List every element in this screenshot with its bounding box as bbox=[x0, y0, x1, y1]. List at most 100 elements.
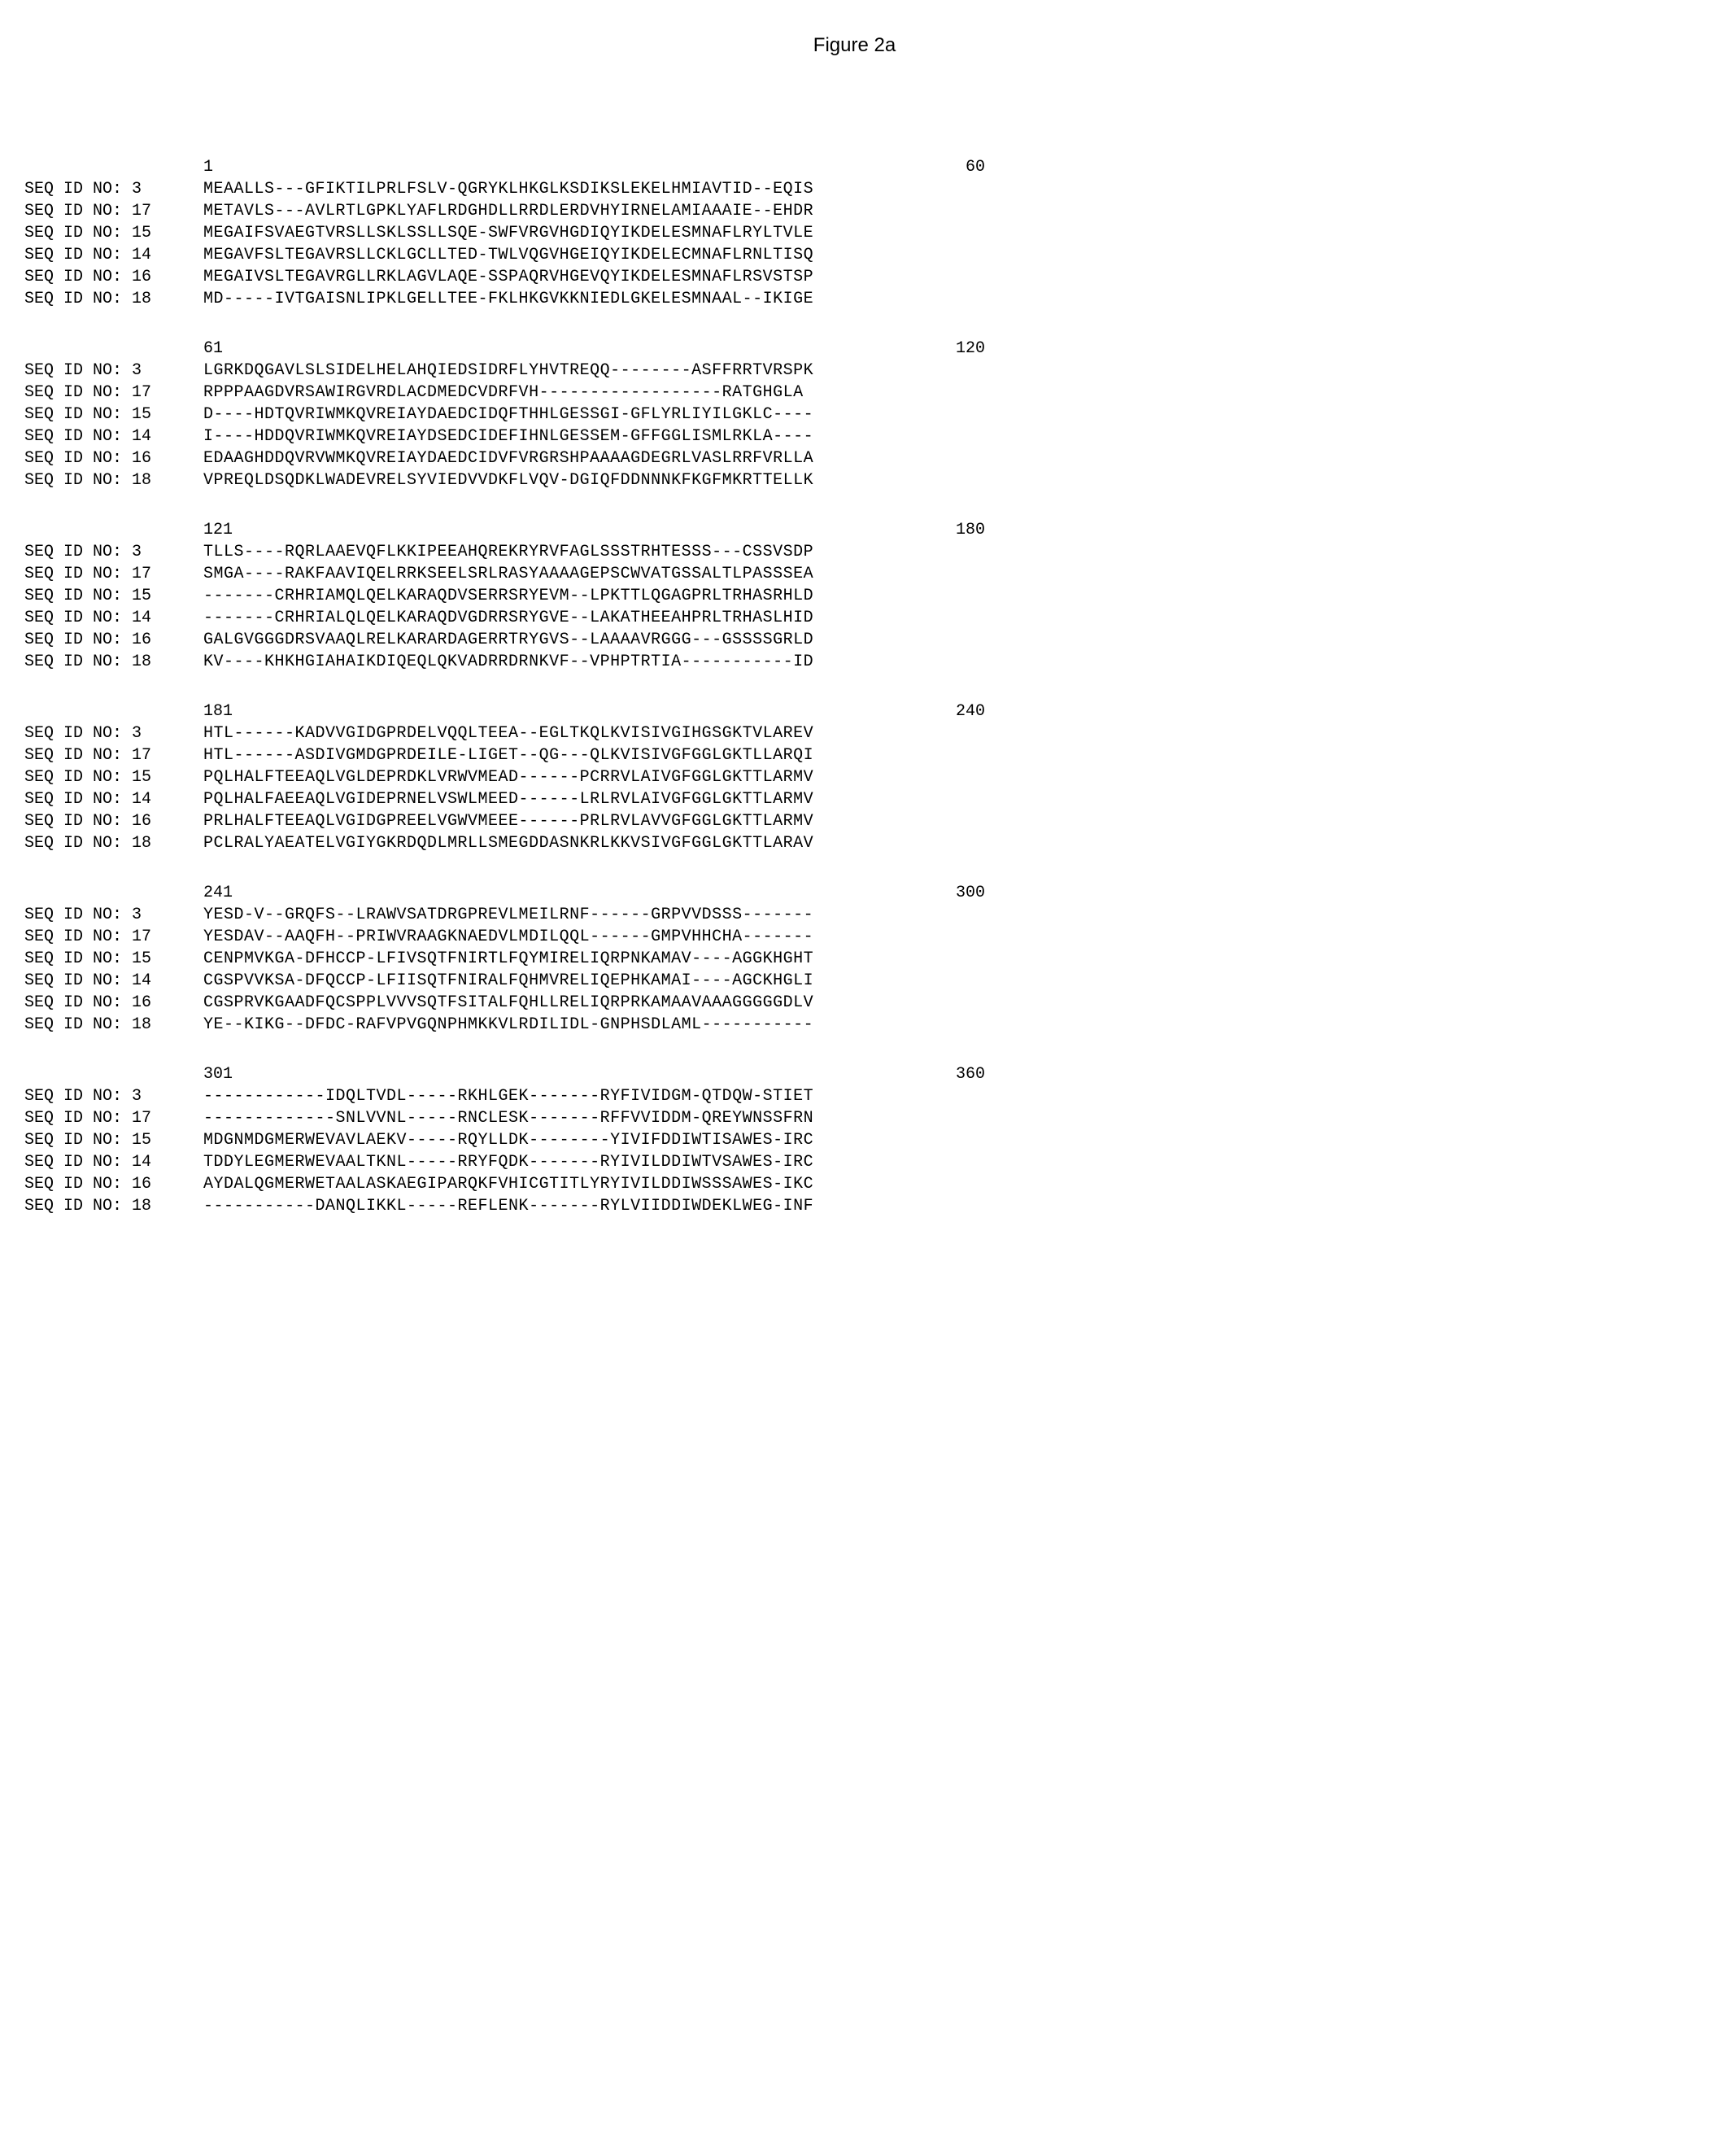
seq-label: SEQ ID NO: 14 bbox=[24, 244, 203, 266]
seq-text: TDDYLEGMERWEVAALTKNL-----RRYFQDK-------R… bbox=[203, 1151, 813, 1173]
pos-start: 61 bbox=[203, 338, 223, 360]
position-header: 181240 bbox=[24, 700, 1685, 722]
seq-row: SEQ ID NO: 15MDGNMDGMERWEVAVLAEKV-----RQ… bbox=[24, 1129, 1685, 1151]
position-header: 241 300 bbox=[24, 882, 1685, 904]
seq-row: SEQ ID NO: 14-------CRHRIALQLQELKARAQDVG… bbox=[24, 607, 1685, 629]
seq-label: SEQ ID NO: 3 bbox=[24, 178, 203, 200]
seq-row: SEQ ID NO: 16GALGVGGGDRSVAAQLRELKARARDAG… bbox=[24, 629, 1685, 651]
seq-text: METAVLS---AVLRTLGPKLYAFLRDGHDLLRRDLERDVH… bbox=[203, 200, 813, 222]
seq-label: SEQ ID NO: 14 bbox=[24, 1151, 203, 1173]
pos-end: 300 bbox=[956, 882, 1685, 904]
alignment-block: 121180SEQ ID NO: 3 TLLS----RQRLAAEVQFLKK… bbox=[24, 519, 1685, 673]
seq-label: SEQ ID NO: 15 bbox=[24, 404, 203, 426]
alignment-block: 181240SEQ ID NO: 3 HTL------KADVVGIDGPRD… bbox=[24, 700, 1685, 854]
seq-row: SEQ ID NO: 14CGSPVVKSA-DFQCCP-LFIISQTFNI… bbox=[24, 970, 1685, 992]
seq-row: SEQ ID NO: 17RPPPAAGDVRSAWIRGVRDLACDMEDC… bbox=[24, 382, 1685, 404]
seq-text: -------------SNLVVNL-----RNCLESK-------R… bbox=[203, 1107, 813, 1129]
seq-label: SEQ ID NO: 18 bbox=[24, 832, 203, 854]
seq-label: SEQ ID NO: 16 bbox=[24, 810, 203, 832]
pos-end: 240 bbox=[956, 700, 1685, 722]
seq-text: MEGAVFSLTEGAVRSLLCKLGCLLTED-TWLVQGVHGEIQ… bbox=[203, 244, 813, 266]
seq-text: CGSPRVKGAADFQCSPPLVVVSQTFSITALFQHLLRELIQ… bbox=[203, 992, 813, 1014]
seq-label: SEQ ID NO: 17 bbox=[24, 1107, 203, 1129]
seq-text: PQLHALFAEEAQLVGIDEPRNELVSWLMEED------LRL… bbox=[203, 788, 813, 810]
seq-label: SEQ ID NO: 14 bbox=[24, 970, 203, 992]
seq-text: RPPPAAGDVRSAWIRGVRDLACDMEDCVDRFVH-------… bbox=[203, 382, 804, 404]
seq-text: HTL------ASDIVGMDGPRDEILE-LIGET--QG---QL… bbox=[203, 744, 813, 766]
alignment-block: 301360SEQ ID NO: 3 ------------IDQLTVDL-… bbox=[24, 1063, 1685, 1217]
seq-text: -------CRHRIALQLQELKARAQDVGDRRSRYGVE--LA… bbox=[203, 607, 813, 629]
seq-text: MEAALLS---GFIKTILPRLFSLV-QGRYKLHKGLKSDIK… bbox=[203, 178, 813, 200]
position-header: 61 120 bbox=[24, 338, 1685, 360]
seq-label: SEQ ID NO: 16 bbox=[24, 992, 203, 1014]
seq-label: SEQ ID NO: 18 bbox=[24, 651, 203, 673]
seq-text: YESD-V--GRQFS--LRAWVSATDRGPREVLMEILRNF--… bbox=[203, 904, 813, 926]
alignment-block: 1 60 SEQ ID NO: 3 MEAALLS---GFIKTILPRLFSLV… bbox=[24, 156, 1685, 310]
seq-row: SEQ ID NO: 18YE--KIKG--DFDC-RAFVPVGQNPHM… bbox=[24, 1014, 1685, 1036]
seq-label: SEQ ID NO: 17 bbox=[24, 563, 203, 585]
seq-text: -----------DANQLIKKL-----REFLENK-------R… bbox=[203, 1195, 813, 1217]
pos-start: 1 bbox=[203, 156, 213, 178]
seq-text: YESDAV--AAQFH--PRIWVRAAGKNAEDVLMDILQQL--… bbox=[203, 926, 813, 948]
seq-label: SEQ ID NO: 16 bbox=[24, 447, 203, 469]
seq-label: SEQ ID NO: 14 bbox=[24, 607, 203, 629]
seq-row: SEQ ID NO: 15CENPMVKGA-DFHCCP-LFIVSQTFNI… bbox=[24, 948, 1685, 970]
alignment-block: 241300SEQ ID NO: 3 YESD-V--GRQFS--LRAWVS… bbox=[24, 882, 1685, 1036]
seq-label: SEQ ID NO: 3 bbox=[24, 541, 203, 563]
seq-label: SEQ ID NO: 16 bbox=[24, 629, 203, 651]
seq-row: SEQ ID NO: 14PQLHALFAEEAQLVGIDEPRNELVSWL… bbox=[24, 788, 1685, 810]
seq-row: SEQ ID NO: 18-----------DANQLIKKL-----RE… bbox=[24, 1195, 1685, 1217]
position-header: 121180 bbox=[24, 519, 1685, 541]
seq-row: SEQ ID NO: 14TDDYLEGMERWEVAALTKNL-----RR… bbox=[24, 1151, 1685, 1173]
seq-label: SEQ ID NO: 3 bbox=[24, 1085, 203, 1107]
seq-row: SEQ ID NO: 17HTL------ASDIVGMDGPRDEILE-L… bbox=[24, 744, 1685, 766]
seq-label: SEQ ID NO: 16 bbox=[24, 266, 203, 288]
seq-text: KV----KHKHGIAHAIKDIQEQLQKVADRRDRNKVF--VP… bbox=[203, 651, 813, 673]
seq-row: SEQ ID NO: 15-------CRHRIAMQLQELKARAQDVS… bbox=[24, 585, 1685, 607]
seq-text: GALGVGGGDRSVAAQLRELKARARDAGERRTRYGVS--LA… bbox=[203, 629, 813, 651]
alignment-block: 61 120 SEQ ID NO: 3 LGRKDQGAVLSLSIDELHELAH… bbox=[24, 338, 1685, 491]
seq-text: HTL------KADVVGIDGPRDELVQQLTEEA--EGLTKQL… bbox=[203, 722, 813, 744]
seq-row: SEQ ID NO: 16CGSPRVKGAADFQCSPPLVVVSQTFSI… bbox=[24, 992, 1685, 1014]
seq-label: SEQ ID NO: 15 bbox=[24, 585, 203, 607]
seq-text: TLLS----RQRLAAEVQFLKKIPEEAHQREKRYRVFAGLS… bbox=[203, 541, 813, 563]
seq-label: SEQ ID NO: 17 bbox=[24, 926, 203, 948]
seq-label: SEQ ID NO: 14 bbox=[24, 788, 203, 810]
seq-row: SEQ ID NO: 16EDAAGHDDQVRVWMKQVREIAYDAEDC… bbox=[24, 447, 1685, 469]
seq-label: SEQ ID NO: 14 bbox=[24, 426, 203, 447]
seq-row: SEQ ID NO: 3 YESD-V--GRQFS--LRAWVSATDRGP… bbox=[24, 904, 1685, 926]
seq-label: SEQ ID NO: 18 bbox=[24, 288, 203, 310]
seq-text: VPREQLDSQDKLWADEVRELSYVIEDVVDKFLVQV-DGIQ… bbox=[203, 469, 813, 491]
pos-start: 301 bbox=[203, 1063, 233, 1085]
seq-text: ------------IDQLTVDL-----RKHLGEK-------R… bbox=[203, 1085, 813, 1107]
seq-text: SMGA----RAKFAAVIQELRRKSEELSRLRASYAAAAGEP… bbox=[203, 563, 813, 585]
seq-label: SEQ ID NO: 3 bbox=[24, 360, 203, 382]
seq-text: MEGAIFSVAEGTVRSLLSKLSSLLSQE-SWFVRGVHGDIQ… bbox=[203, 222, 813, 244]
seq-text: MD-----IVTGAISNLIPKLGELLTEE-FKLHKGVKKNIE… bbox=[203, 288, 813, 310]
seq-text: LGRKDQGAVLSLSIDELHELAHQIEDSIDRFLYHVTREQQ… bbox=[203, 360, 813, 382]
seq-label: SEQ ID NO: 3 bbox=[24, 904, 203, 926]
seq-row: SEQ ID NO: 14MEGAVFSLTEGAVRSLLCKLGCLLTED… bbox=[24, 244, 1685, 266]
seq-text: PQLHALFTEEAQLVGLDEPRDKLVRWVMEAD------PCR… bbox=[203, 766, 813, 788]
seq-label: SEQ ID NO: 15 bbox=[24, 948, 203, 970]
seq-row: SEQ ID NO: 3 HTL------KADVVGIDGPRDELVQQL… bbox=[24, 722, 1685, 744]
seq-text: CGSPVVKSA-DFQCCP-LFIISQTFNIRALFQHMVRELIQ… bbox=[203, 970, 813, 992]
seq-text: YE--KIKG--DFDC-RAFVPVGQNPHMKKVLRDILIDL-G… bbox=[203, 1014, 813, 1036]
pos-end: 120 bbox=[956, 338, 1685, 360]
seq-text: AYDALQGMERWETAALASKAEGIPARQKFVHICGTITLYR… bbox=[203, 1173, 813, 1195]
pos-end: 180 bbox=[956, 519, 1685, 541]
seq-label: SEQ ID NO: 17 bbox=[24, 744, 203, 766]
seq-text: MEGAIVSLTEGAVRGLLRKLAGVLAQE-SSPAQRVHGEVQ… bbox=[203, 266, 813, 288]
figure-title: Figure 2a bbox=[24, 33, 1685, 59]
seq-label: SEQ ID NO: 17 bbox=[24, 200, 203, 222]
pos-start: 241 bbox=[203, 882, 233, 904]
seq-label: SEQ ID NO: 3 bbox=[24, 722, 203, 744]
seq-row: SEQ ID NO: 3 TLLS----RQRLAAEVQFLKKIPEEAH… bbox=[24, 541, 1685, 563]
pos-end: 60 bbox=[966, 156, 1685, 178]
seq-text: D----HDTQVRIWMKQVREIAYDAEDCIDQFTHHLGESSG… bbox=[203, 404, 813, 426]
seq-label: SEQ ID NO: 17 bbox=[24, 382, 203, 404]
seq-text: PRLHALFTEEAQLVGIDGPREELVGWVMEEE------PRL… bbox=[203, 810, 813, 832]
seq-row: SEQ ID NO: 15PQLHALFTEEAQLVGLDEPRDKLVRWV… bbox=[24, 766, 1685, 788]
seq-text: CENPMVKGA-DFHCCP-LFIVSQTFNIRTLFQYMIRELIQ… bbox=[203, 948, 813, 970]
seq-row: SEQ ID NO: 3 ------------IDQLTVDL-----RK… bbox=[24, 1085, 1685, 1107]
